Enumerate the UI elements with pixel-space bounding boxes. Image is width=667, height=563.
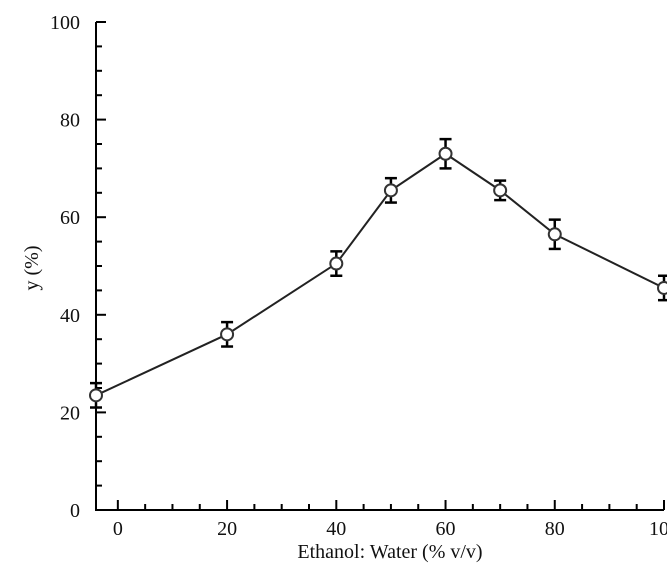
x-axis-label: Ethanol: Water (% v/v): [297, 541, 482, 563]
data-point: [493, 183, 508, 198]
y-tick-label: 100: [50, 12, 80, 34]
y-tick-label: 20: [60, 402, 80, 424]
series-line: [95, 152, 665, 397]
x-tick-label: 40: [326, 518, 346, 540]
x-tick-label: 100: [649, 518, 667, 540]
data-point: [220, 327, 235, 342]
ticks: 0 20 40 60 80 100 0 20 40 60 80 100: [50, 12, 667, 540]
data-point: [657, 280, 667, 295]
x-tick-label: 20: [217, 518, 237, 540]
x-tick-label: 0: [113, 518, 123, 540]
y-axis-label: y (%): [21, 246, 43, 291]
data-point: [383, 183, 398, 198]
x-tick-label: 80: [545, 518, 565, 540]
data-point: [438, 146, 453, 161]
data-point: [547, 227, 562, 242]
axis-frame: [95, 22, 664, 511]
series: [89, 137, 667, 409]
data-point: [89, 388, 103, 403]
y-tick-label: 0: [70, 500, 80, 522]
x-tick-label: 60: [436, 518, 456, 540]
data-point: [329, 256, 344, 271]
y-tick-label: 40: [60, 305, 80, 327]
y-tick-label: 60: [60, 207, 80, 229]
y-tick-label: 80: [60, 110, 80, 132]
axes: [95, 21, 664, 511]
